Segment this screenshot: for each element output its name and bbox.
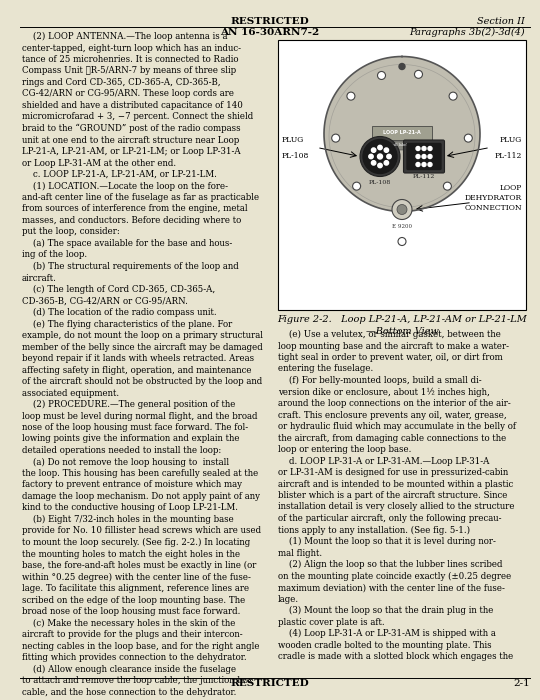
Text: RESTRICTED
AN 16-30ARN7-2: RESTRICTED AN 16-30ARN7-2: [220, 17, 320, 37]
Text: PL-108: PL-108: [369, 179, 391, 185]
Text: DEHYDRATOR: DEHYDRATOR: [465, 195, 522, 202]
Circle shape: [377, 71, 386, 80]
Circle shape: [428, 162, 432, 167]
Circle shape: [415, 70, 422, 78]
Circle shape: [353, 182, 361, 190]
Circle shape: [387, 154, 391, 159]
FancyBboxPatch shape: [403, 140, 444, 173]
Circle shape: [464, 134, 472, 142]
Text: CONNECTION: CONNECTION: [464, 204, 522, 213]
Circle shape: [369, 154, 373, 159]
Circle shape: [422, 146, 426, 150]
Text: Figure 2-2.   Loop LP-21-A, LP-21-AM or LP-21-LM: Figure 2-2. Loop LP-21-A, LP-21-AM or LP…: [277, 315, 527, 324]
Circle shape: [422, 162, 426, 167]
Circle shape: [397, 204, 407, 214]
Circle shape: [416, 162, 420, 167]
Circle shape: [398, 237, 406, 246]
Text: PL-108: PL-108: [282, 151, 309, 160]
Text: Section II
Paragraphs 3b(2)-3d(4): Section II Paragraphs 3b(2)-3d(4): [409, 17, 525, 37]
Circle shape: [372, 148, 376, 153]
Circle shape: [363, 139, 397, 174]
Circle shape: [416, 155, 420, 158]
Text: LOOP LP-21-A: LOOP LP-21-A: [383, 130, 421, 135]
Circle shape: [378, 163, 382, 168]
Text: PLUG: PLUG: [282, 136, 304, 144]
Bar: [372, 141, 432, 150]
Circle shape: [399, 64, 405, 69]
Circle shape: [449, 92, 457, 100]
Circle shape: [384, 148, 389, 153]
Bar: [278, 40, 526, 310]
Text: (2) LOOP ANTENNA.—The loop antenna is a
center-tapped, eight-turn loop which has: (2) LOOP ANTENNA.—The loop antenna is a …: [22, 32, 263, 696]
Text: RESTRICTED: RESTRICTED: [231, 679, 309, 688]
Text: (e) Use a velutex, or similar gasket, between the
loop mounting base and the air: (e) Use a velutex, or similar gasket, be…: [278, 330, 516, 662]
Circle shape: [422, 155, 426, 158]
Text: small label text: small label text: [388, 143, 416, 146]
Circle shape: [332, 134, 340, 142]
Bar: [372, 125, 432, 139]
Text: LOOP: LOOP: [500, 185, 522, 193]
Circle shape: [428, 155, 432, 158]
Circle shape: [384, 161, 389, 165]
Circle shape: [398, 200, 406, 208]
Circle shape: [378, 146, 382, 150]
Circle shape: [392, 199, 412, 220]
Text: PL-112: PL-112: [413, 174, 435, 178]
Circle shape: [377, 154, 382, 159]
Circle shape: [428, 146, 432, 150]
Text: —Bottom View: —Bottom View: [366, 327, 438, 336]
Circle shape: [360, 136, 400, 176]
Text: E 9200: E 9200: [392, 223, 412, 228]
Polygon shape: [324, 57, 480, 211]
Circle shape: [416, 146, 420, 150]
Circle shape: [443, 182, 451, 190]
FancyBboxPatch shape: [407, 144, 441, 169]
Text: PLUG: PLUG: [500, 136, 522, 144]
Text: PL-112: PL-112: [495, 151, 522, 160]
Text: 2-1: 2-1: [513, 679, 530, 688]
Circle shape: [372, 161, 376, 165]
Circle shape: [347, 92, 355, 100]
